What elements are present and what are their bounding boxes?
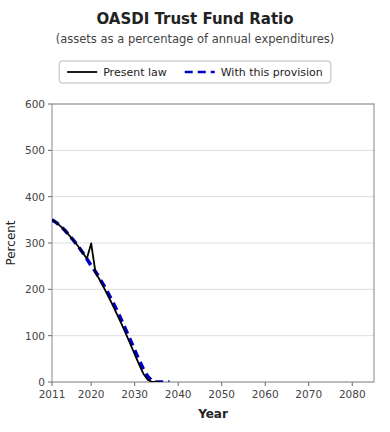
series-line	[52, 220, 169, 382]
legend-swatch	[67, 71, 97, 73]
x-tick-label: 2050	[208, 388, 235, 400]
y-tick	[48, 196, 52, 197]
y-tick	[48, 104, 52, 105]
y-tick-label: 0	[38, 376, 45, 388]
x-tick-label: 2070	[295, 388, 322, 400]
x-tick	[352, 382, 353, 386]
x-tick-label: 2060	[252, 388, 279, 400]
title: OASDI Trust Fund Ratio	[96, 10, 293, 28]
y-tick	[48, 289, 52, 290]
x-tick	[265, 382, 266, 386]
series-line	[52, 220, 161, 382]
legend-swatch	[185, 71, 215, 74]
x-tick	[134, 382, 135, 386]
y-tick	[48, 243, 52, 244]
subtitle: (assets as a percentage of annual expend…	[56, 32, 334, 46]
chart: OASDI Trust Fund Ratio (assets as a perce…	[0, 0, 390, 432]
y-tick-label: 100	[25, 330, 45, 342]
x-tick	[178, 382, 179, 386]
y-tick	[48, 335, 52, 336]
x-tick-label: 2011	[39, 388, 66, 400]
series-group	[52, 220, 169, 382]
x-axis-label: Year	[197, 407, 228, 421]
y-axis-label: Percent	[4, 220, 18, 265]
grid-line	[52, 196, 374, 197]
x-tick	[52, 382, 53, 386]
y-tick	[48, 382, 52, 383]
x-tick-label: 2030	[121, 388, 148, 400]
y-tick-label: 500	[25, 144, 45, 156]
legend-item: With this provision	[185, 66, 323, 79]
x-tick	[91, 382, 92, 386]
x-tick	[308, 382, 309, 386]
y-tick-label: 200	[25, 283, 45, 295]
x-tick	[221, 382, 222, 386]
legend: Present law With this provision	[59, 61, 331, 83]
legend-item: Present law	[67, 66, 167, 79]
legend-label: Present law	[103, 66, 167, 79]
x-tick-label: 2040	[165, 388, 192, 400]
legend-label: With this provision	[221, 66, 323, 79]
plot-frame	[52, 104, 374, 382]
y-tick-label: 300	[25, 237, 45, 249]
legend-box	[59, 61, 331, 83]
y-tick-label: 600	[25, 98, 45, 110]
x-tick-label: 2080	[339, 388, 366, 400]
x-tick-label: 2020	[78, 388, 105, 400]
y-tick-label: 400	[25, 191, 45, 203]
grid-line	[52, 150, 374, 151]
grid-line	[52, 335, 374, 336]
grid-line	[52, 289, 374, 290]
y-tick	[48, 150, 52, 151]
grid-line	[52, 243, 374, 244]
